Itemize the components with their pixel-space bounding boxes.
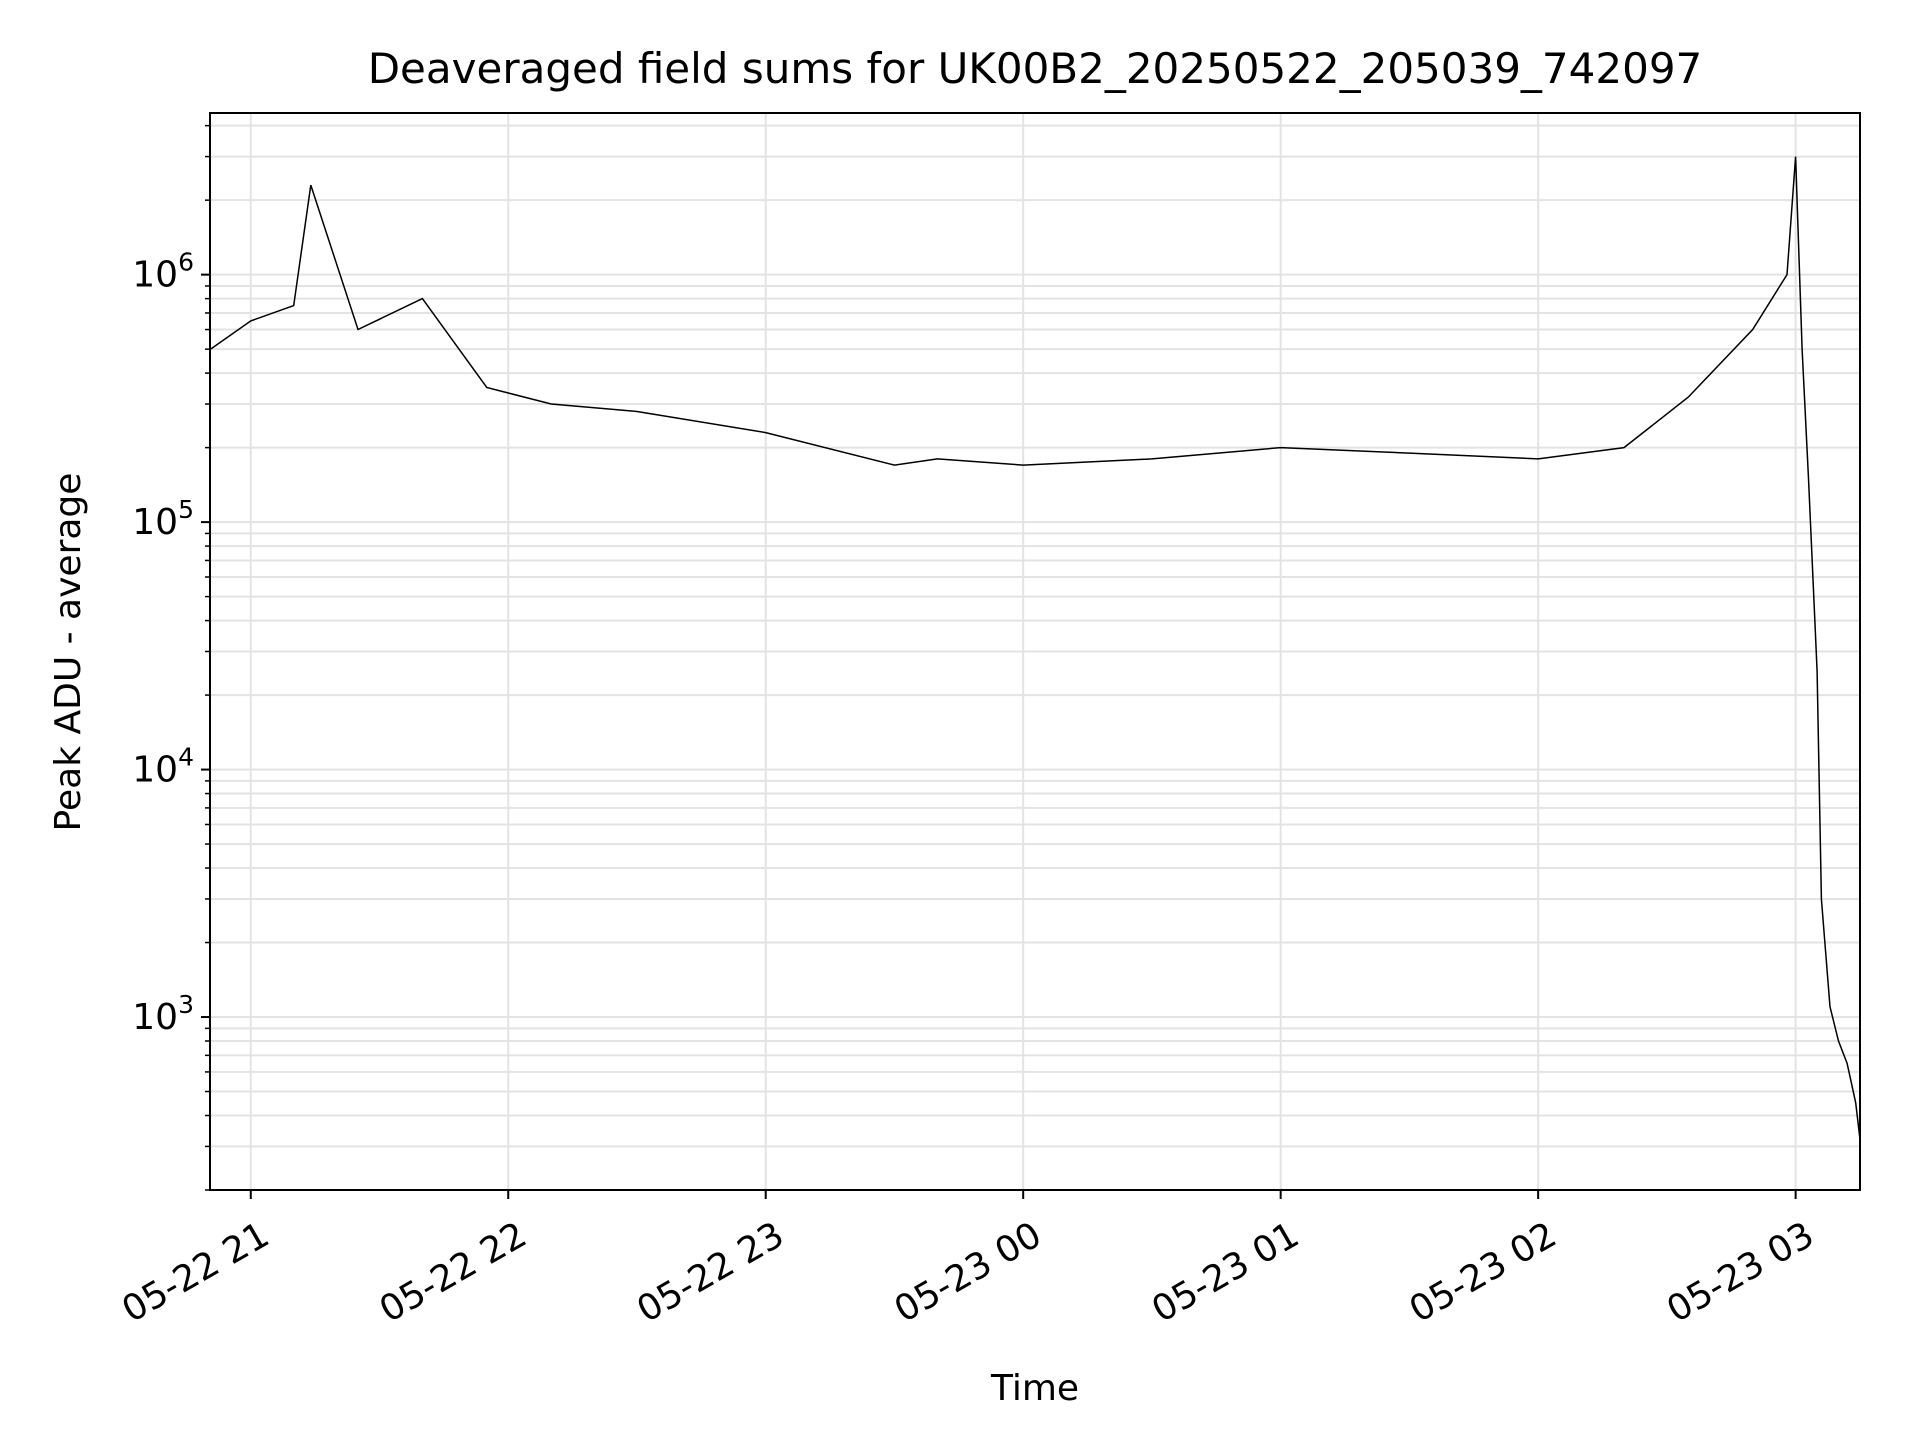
grid: [210, 113, 1860, 1191]
series-line: [210, 156, 1861, 1140]
y-tick-label: 103: [132, 990, 194, 1038]
y-tick-label: 106: [132, 248, 194, 296]
y-axis-label: Peak ADU - average: [48, 473, 89, 832]
chart-title: Deaveraged field sums for UK00B2_2025052…: [368, 44, 1703, 93]
x-axis-label: Time: [990, 1368, 1079, 1409]
series-layer: [210, 156, 1861, 1140]
y-tick-label: 105: [132, 495, 194, 543]
y-tick-label: 104: [132, 743, 194, 791]
y-axis-ticks: 103 104 105 106: [132, 124, 210, 1191]
